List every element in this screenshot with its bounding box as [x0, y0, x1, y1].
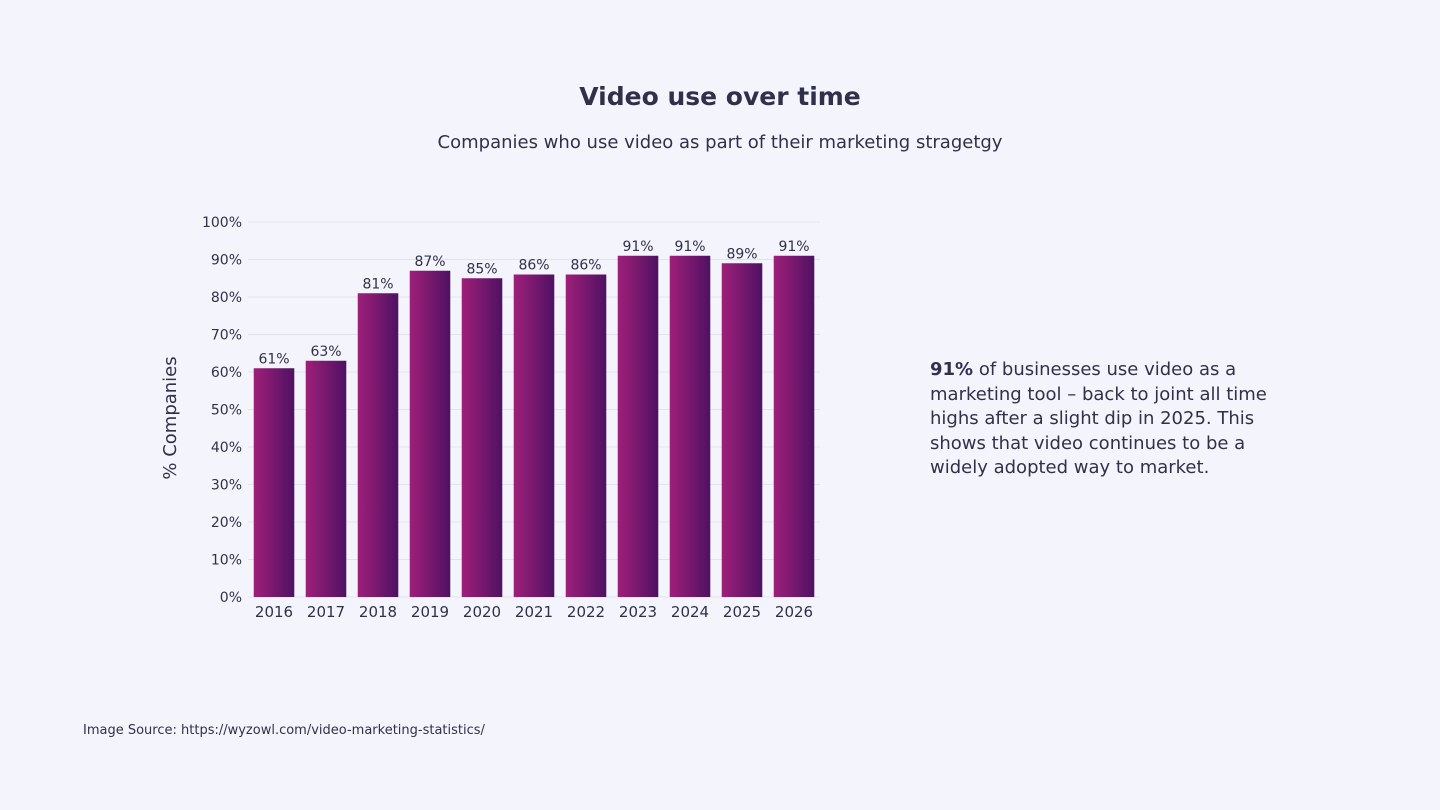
bar-2022 — [565, 274, 607, 597]
bar-2021 — [513, 274, 555, 597]
data-label: 86% — [518, 258, 549, 274]
data-label: 91% — [778, 239, 809, 255]
y-tick-label: 100% — [202, 215, 242, 231]
x-tick-label: 2016 — [255, 603, 293, 621]
data-label: 85% — [466, 261, 497, 277]
data-label: 81% — [362, 276, 393, 292]
y-tick-label: 70% — [211, 328, 242, 344]
y-tick-label: 80% — [211, 290, 242, 306]
x-tick-label: 2017 — [307, 603, 345, 621]
bar-2016 — [253, 368, 295, 597]
x-tick-label: 2021 — [515, 603, 553, 621]
data-label: 87% — [414, 254, 445, 270]
chart-subtitle: Companies who use video as part of their… — [437, 132, 1003, 153]
data-label: 63% — [310, 344, 341, 360]
data-label: 91% — [674, 239, 705, 255]
bar-2020 — [461, 278, 503, 597]
insight-body: of businesses use video as a marketing t… — [930, 359, 1267, 478]
data-label: 89% — [726, 246, 757, 262]
insight-text: 91% of businesses use video as a marketi… — [930, 358, 1300, 481]
y-tick-label: 90% — [211, 253, 242, 269]
bar-2025 — [721, 263, 763, 597]
y-tick-label: 20% — [211, 515, 242, 531]
bar-2017 — [305, 360, 347, 597]
data-labels: 61% 63% 81% 87% 85% 86% 86% 91% 91% 89% 91% — [258, 239, 809, 368]
y-tick-label: 60% — [211, 365, 242, 381]
x-axis-ticks: 2016 2017 2018 2019 2020 2021 2022 2023 2024 2025… — [255, 603, 813, 621]
bar-2026 — [773, 255, 815, 597]
bar-2019 — [409, 270, 451, 597]
chart-title: Video use over time — [579, 82, 861, 111]
y-tick-label: 10% — [211, 553, 242, 569]
y-tick-label: 40% — [211, 440, 242, 456]
x-tick-label: 2022 — [567, 603, 605, 621]
y-tick-label: 50% — [211, 403, 242, 419]
y-axis-label: % Companies — [160, 356, 181, 479]
y-axis-ticks: 0% 10% 20% 30% 40% 50% 60% 70% 80% 90% 100% — [202, 215, 242, 606]
insight-highlight: 91% — [930, 359, 974, 380]
bars — [253, 255, 815, 597]
x-tick-label: 2023 — [619, 603, 657, 621]
image-source: Image Source: https://wyzowl.com/video-m… — [83, 723, 485, 738]
x-tick-label: 2025 — [723, 603, 761, 621]
bar-chart: 0% 10% 20% 30% 40% 50% 60% 70% 80% 90% 100% 61% 63%… — [160, 215, 820, 621]
data-label: 61% — [258, 351, 289, 367]
x-tick-label: 2020 — [463, 603, 501, 621]
y-tick-label: 30% — [211, 478, 242, 494]
x-tick-label: 2019 — [411, 603, 449, 621]
bar-2018 — [357, 293, 399, 597]
x-tick-label: 2024 — [671, 603, 709, 621]
bar-2023 — [617, 255, 659, 597]
data-label: 86% — [570, 258, 601, 274]
data-label: 91% — [622, 239, 653, 255]
y-tick-label: 0% — [220, 590, 242, 606]
x-tick-label: 2026 — [775, 603, 813, 621]
x-tick-label: 2018 — [359, 603, 397, 621]
bar-2024 — [669, 255, 711, 597]
